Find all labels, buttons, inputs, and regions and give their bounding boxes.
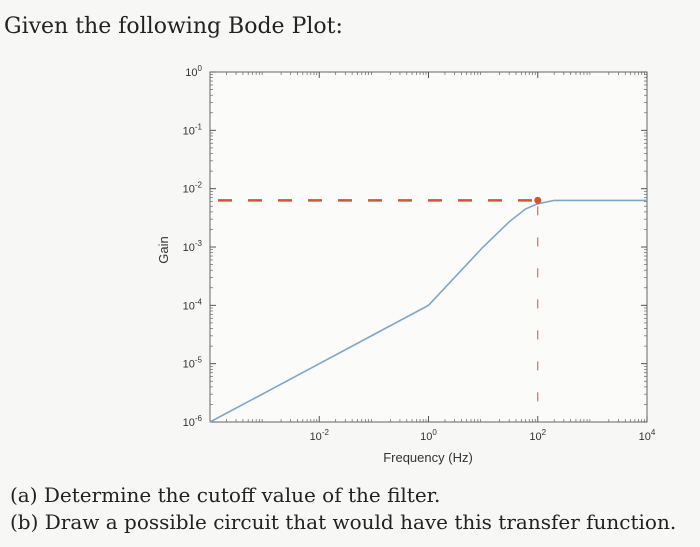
question-a: (a) Determine the cutoff value of the fi…: [10, 483, 441, 507]
y-tick-label: 10-1: [183, 122, 203, 137]
y-tick-label: 10-2: [183, 181, 203, 196]
y-tick-label: 100: [185, 64, 202, 79]
intro-text: Given the following Bode Plot:: [4, 14, 343, 39]
x-tick-label: 104: [639, 428, 656, 443]
minor-ticks: [210, 72, 647, 422]
y-tick-label: 10-4: [183, 297, 203, 312]
plot-area: [209, 71, 648, 423]
question-b: (b) Draw a possible circuit that would h…: [10, 510, 677, 534]
y-tick-labels: 100 10-1 10-2 10-3 10-4 10-5 10-6: [183, 64, 203, 429]
y-axis-label: Gain: [156, 236, 171, 263]
x-tick-label: 100: [420, 428, 437, 443]
x-tick-label: 10-2: [310, 428, 330, 443]
y-tick-label: 10-3: [183, 239, 203, 254]
gain-curve: [209, 199, 647, 423]
reference-lines: [218, 199, 539, 416]
x-axis-label: Frequency (Hz): [383, 450, 473, 465]
y-tick-label: 10-5: [183, 356, 203, 371]
x-tick-label: 102: [529, 428, 546, 443]
y-tick-label: 10-6: [183, 414, 203, 429]
major-ticks: [210, 71, 648, 423]
cutoff-marker: [534, 196, 542, 204]
x-tick-labels: 10-2 100 102 104: [310, 428, 656, 443]
